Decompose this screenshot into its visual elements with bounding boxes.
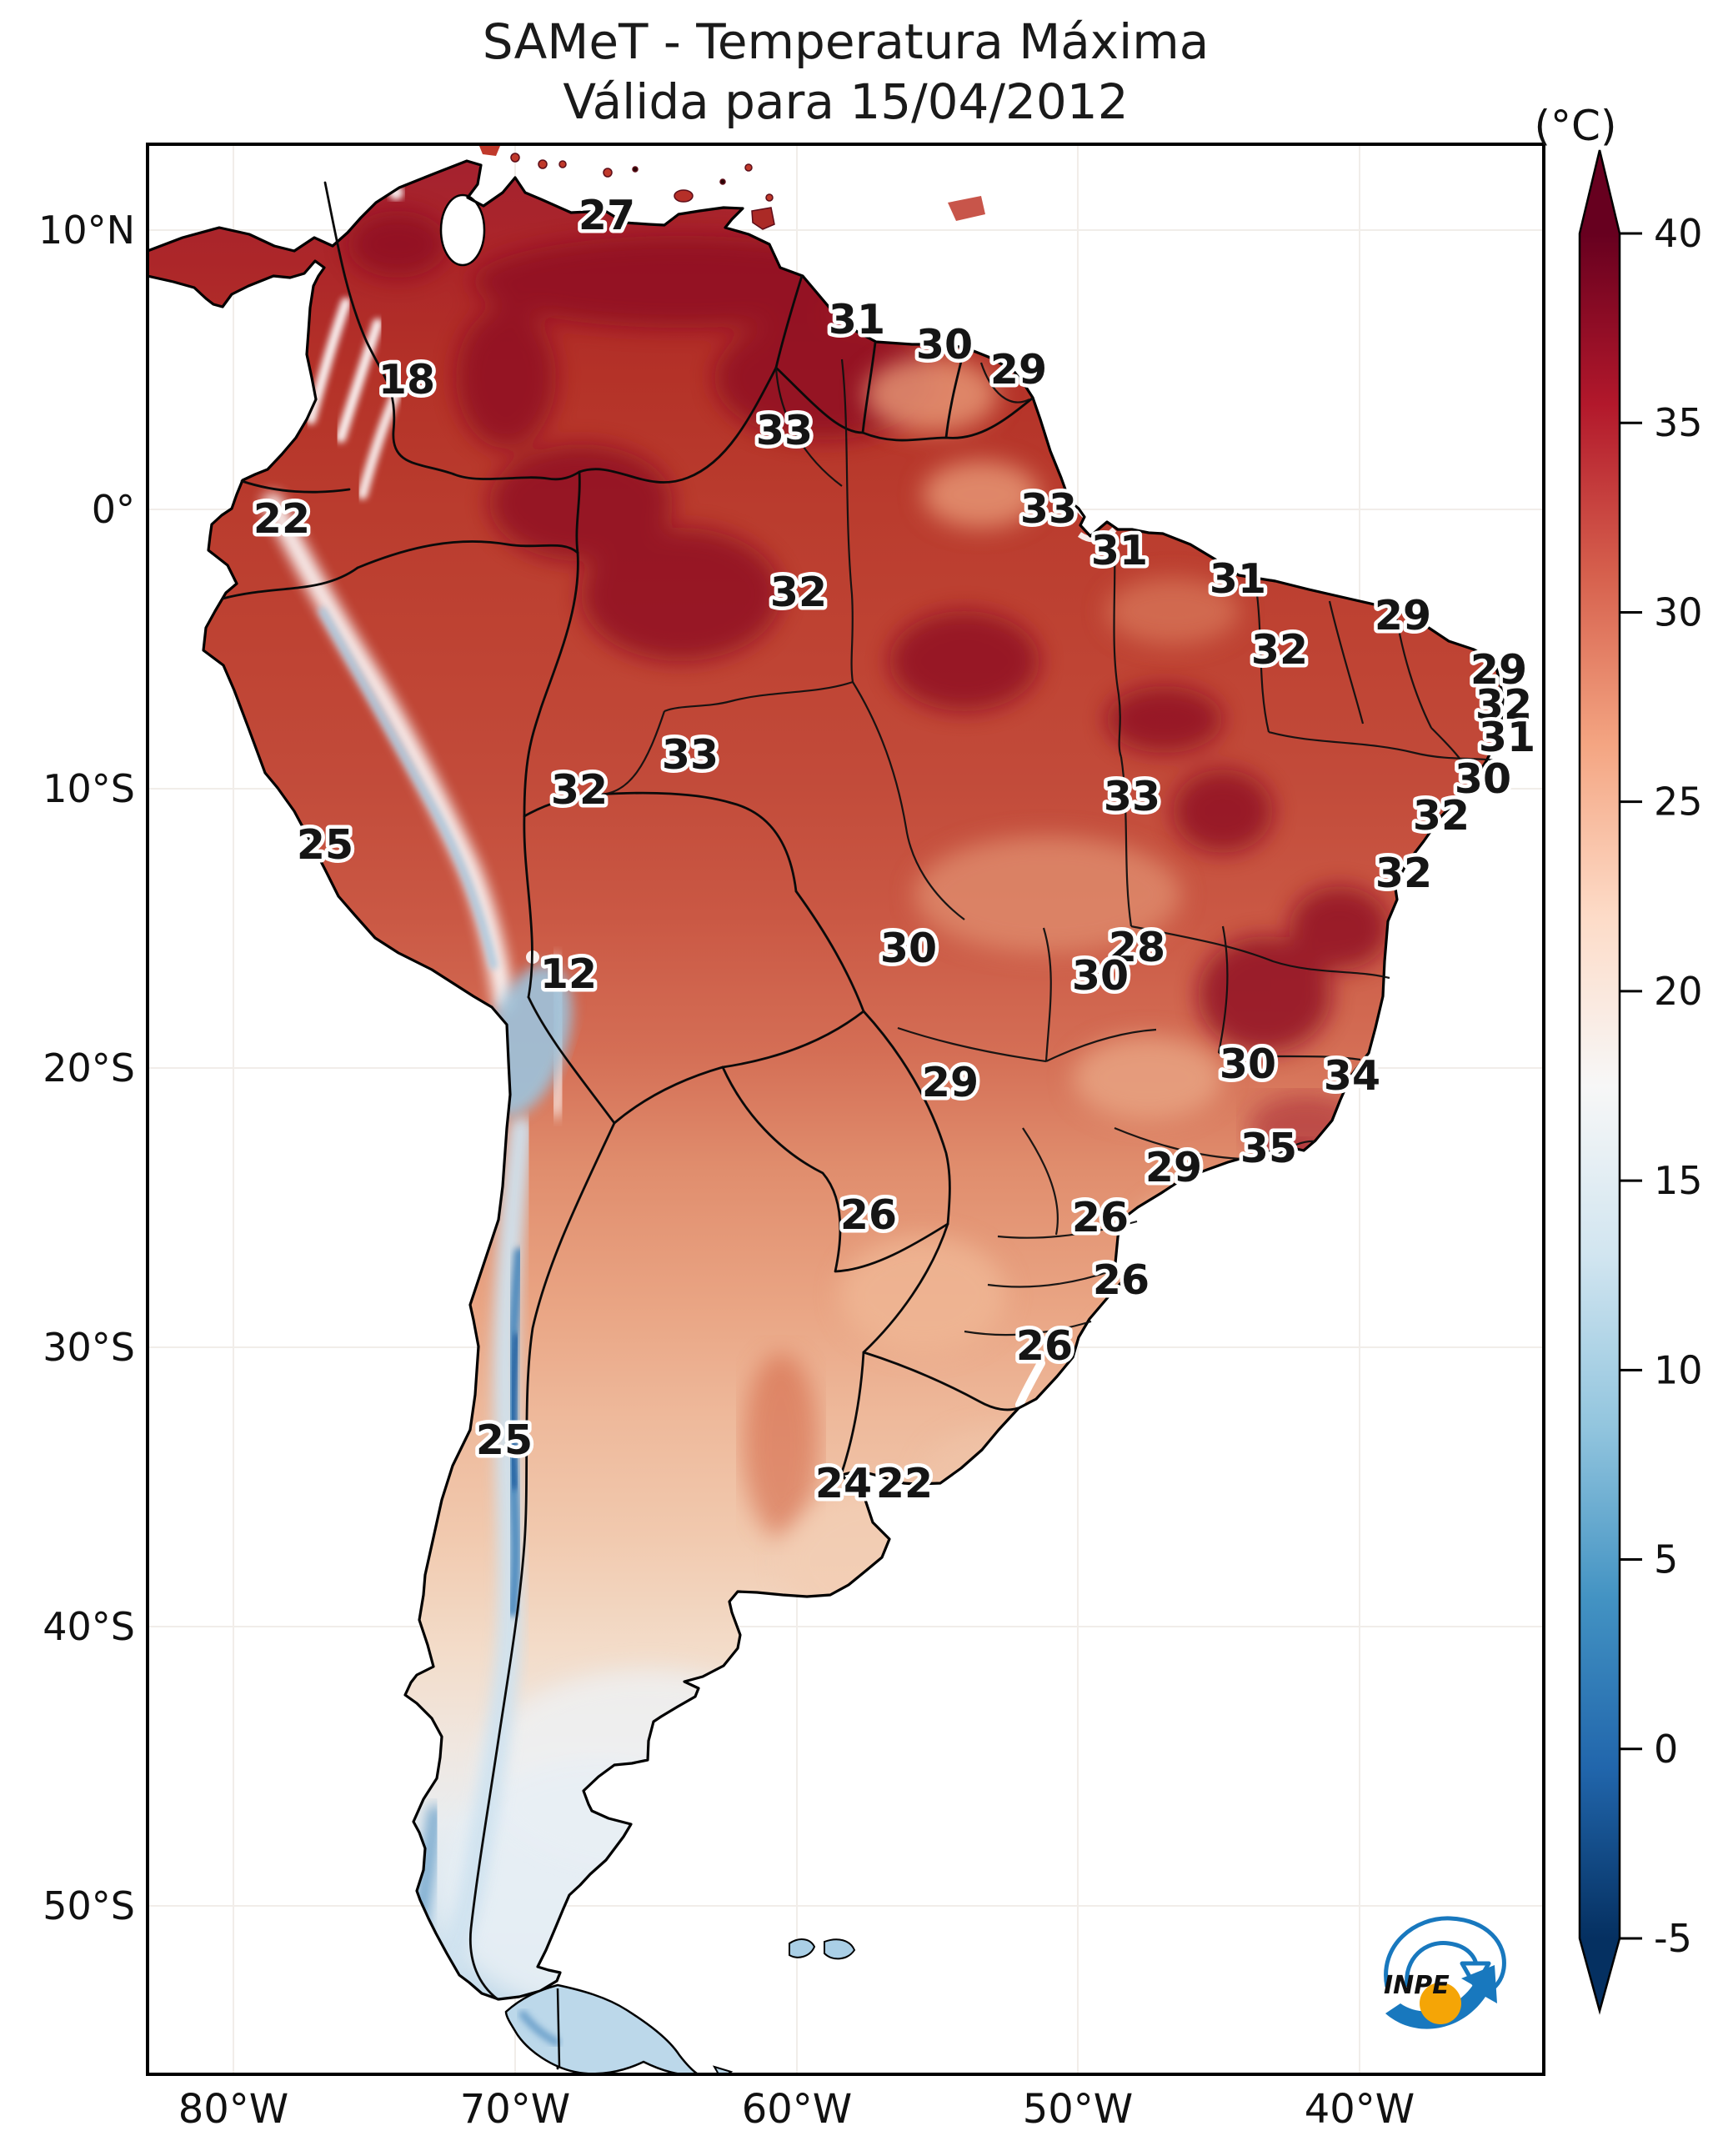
tierra-del-fuego: [504, 1983, 734, 2074]
lat-axis-label: 10°S: [43, 766, 135, 811]
colorbar-tick-label: 20: [1654, 969, 1703, 1014]
colorbar-tick-label: 30: [1654, 589, 1703, 634]
map-title-line2: Válida para 15/04/2012: [563, 73, 1129, 130]
colorbar-unit-label: (°C): [1535, 102, 1617, 150]
inpe-logo: INPE: [1384, 1916, 1506, 2029]
colorbar-tick-label: 25: [1654, 780, 1703, 825]
lat-axis-label: 20°S: [43, 1045, 135, 1091]
lat-axis-label: 50°S: [43, 1883, 135, 1928]
lake-maracaibo: [439, 193, 486, 267]
lat-axis-label: 0°: [92, 487, 135, 532]
map-title-line1: SAMeT - Temperatura Máxima: [482, 13, 1210, 70]
lon-axis-label: 70°W: [460, 2086, 571, 2133]
colorbar-ticks: 40 35 30 25 20 15 10 5 0 -5: [1620, 211, 1703, 1961]
colorbar-tick-label: 0: [1654, 1727, 1678, 1772]
map-title: SAMeT - Temperatura Máxima Válida para 1…: [148, 12, 1544, 132]
colorbar-tick-label: 35: [1654, 400, 1703, 445]
inpe-logo-text: INPE: [1384, 1971, 1450, 2000]
colorbar-tick-label: -5: [1654, 1916, 1692, 1961]
colorbar-tick-label: 15: [1654, 1158, 1703, 1203]
lat-axis-label: 40°S: [43, 1604, 135, 1649]
lon-axis-label: 80°W: [178, 2086, 289, 2133]
colorbar-tick-label: 40: [1654, 211, 1703, 256]
south-america-temperature-map: INPE: [148, 144, 1544, 2074]
lon-axis-label: 60°W: [742, 2086, 853, 2133]
lon-axis-label: 50°W: [1023, 2086, 1134, 2133]
colorbar-tick-label: 5: [1654, 1537, 1678, 1582]
colorbar-tick-label: 10: [1654, 1347, 1703, 1392]
colorbar: [1578, 149, 1621, 2015]
lat-axis-label: 10°N: [38, 208, 135, 253]
lon-axis-label: 40°W: [1305, 2086, 1415, 2133]
lat-axis-label: 30°S: [43, 1325, 135, 1370]
falkland-islands: [789, 1938, 856, 1960]
